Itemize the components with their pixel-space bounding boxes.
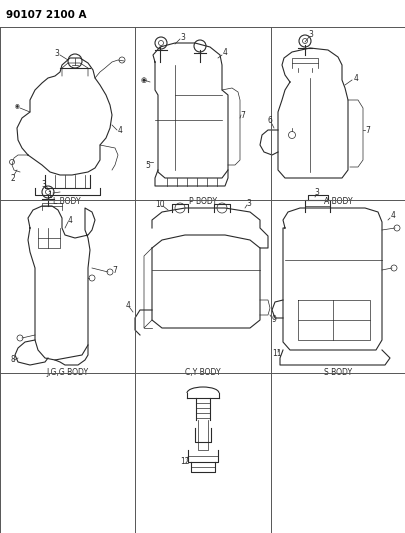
- Text: 7: 7: [364, 125, 369, 134]
- Text: 3: 3: [314, 188, 319, 197]
- Text: 4: 4: [353, 74, 358, 83]
- Text: 4: 4: [117, 125, 122, 134]
- Text: 3: 3: [246, 198, 251, 207]
- Text: 11: 11: [272, 349, 281, 358]
- Text: 3: 3: [308, 29, 313, 38]
- Text: L BODY: L BODY: [53, 197, 81, 206]
- Text: 5: 5: [145, 160, 150, 169]
- Text: 7: 7: [112, 265, 117, 274]
- Text: 4: 4: [222, 47, 227, 56]
- Text: S BODY: S BODY: [323, 368, 351, 377]
- Text: C,Y BODY: C,Y BODY: [185, 368, 220, 377]
- Text: 10: 10: [155, 199, 164, 208]
- Text: 6: 6: [267, 116, 272, 125]
- Text: 4: 4: [67, 215, 72, 224]
- Text: 1: 1: [47, 190, 52, 199]
- Text: J,G,G BODY: J,G,G BODY: [46, 368, 88, 377]
- Text: 7: 7: [240, 110, 245, 119]
- Text: 3: 3: [41, 180, 46, 189]
- Text: 3: 3: [54, 49, 59, 58]
- Text: 2: 2: [11, 174, 15, 182]
- Text: ◉: ◉: [15, 103, 19, 109]
- Text: 12: 12: [180, 457, 189, 466]
- Text: 4: 4: [125, 301, 130, 310]
- Text: ◉: ◉: [141, 77, 147, 83]
- Text: 8: 8: [11, 356, 15, 365]
- Text: 3: 3: [180, 33, 185, 42]
- Text: 4: 4: [390, 211, 394, 220]
- Text: A BODY: A BODY: [323, 197, 352, 206]
- Text: P BODY: P BODY: [189, 197, 216, 206]
- Text: 9: 9: [271, 316, 276, 325]
- Text: 90107 2100 A: 90107 2100 A: [6, 10, 86, 20]
